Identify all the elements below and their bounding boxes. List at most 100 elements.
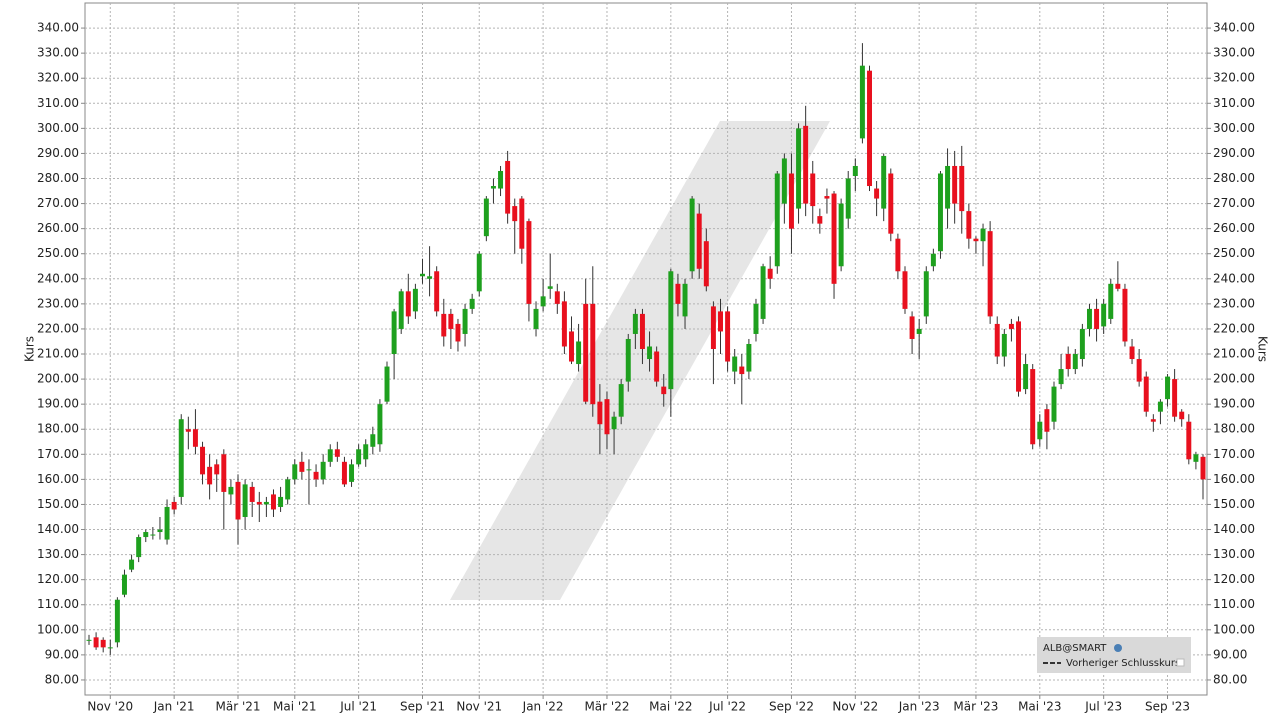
candle-body xyxy=(228,486,234,495)
candle-body xyxy=(299,461,305,472)
y2-tick-label: 120.00 xyxy=(1213,572,1255,586)
candle-body xyxy=(554,291,560,304)
y2-tick-label: 240.00 xyxy=(1213,271,1255,285)
candle-body xyxy=(661,386,667,395)
candle-body xyxy=(952,165,958,204)
x-tick-label: Mär '21 xyxy=(215,700,260,714)
y2-tick-label: 160.00 xyxy=(1213,472,1255,486)
x-tick-label: Mai '23 xyxy=(1018,700,1061,714)
x-tick-label: Jul '21 xyxy=(339,700,377,714)
candle-body xyxy=(1136,359,1142,382)
candle-body xyxy=(271,494,276,510)
candle-body xyxy=(320,461,326,480)
y-tick-label: 270.00 xyxy=(37,196,79,210)
candle-body xyxy=(767,268,773,279)
candle-body xyxy=(561,301,567,347)
y-tick-label: 210.00 xyxy=(37,347,79,361)
candle-body xyxy=(902,271,908,309)
y2-tick-label: 260.00 xyxy=(1213,221,1255,235)
y2-tick-label: 90.00 xyxy=(1213,647,1247,661)
candle-body xyxy=(710,306,716,349)
x-tick-label: Mär '22 xyxy=(584,700,629,714)
candle-body xyxy=(455,323,461,342)
y-tick-label: 90.00 xyxy=(45,647,79,661)
candle-body xyxy=(739,366,745,375)
legend-title: ALB@SMART xyxy=(1043,643,1107,654)
candle-body xyxy=(86,639,92,641)
x-tick-label: Nov '22 xyxy=(832,700,878,714)
candle-body xyxy=(937,173,943,252)
candle-body xyxy=(185,429,191,432)
candle-body xyxy=(718,311,723,332)
y-tick-label: 260.00 xyxy=(37,221,79,235)
candle-body xyxy=(483,198,489,237)
y-tick-label: 160.00 xyxy=(37,472,79,486)
candle-body xyxy=(412,288,418,312)
candle-body xyxy=(498,170,504,189)
y2-tick-label: 330.00 xyxy=(1213,46,1255,60)
y2-tick-label: 80.00 xyxy=(1213,672,1247,686)
candle-body xyxy=(334,449,340,457)
candle-body xyxy=(129,559,135,570)
y-tick-label: 200.00 xyxy=(37,372,79,386)
candle-body xyxy=(987,231,993,317)
candle-body xyxy=(590,303,596,405)
y-tick-label: 300.00 xyxy=(37,121,79,135)
candle-body xyxy=(1023,364,1029,390)
legend: ALB@SMART Vorheriger Schlusskurs xyxy=(1037,637,1191,673)
y2-tick-label: 220.00 xyxy=(1213,321,1255,335)
candle-body xyxy=(1150,419,1156,422)
y2-tick-label: 100.00 xyxy=(1213,622,1255,636)
x-tick-label: Mai '21 xyxy=(273,700,316,714)
y2-tick-label: 190.00 xyxy=(1213,397,1255,411)
candle-body xyxy=(1143,376,1149,412)
candle-body xyxy=(1115,283,1121,289)
candle-body xyxy=(157,529,163,533)
y-axis-label: Kurs xyxy=(23,336,37,362)
candle-body xyxy=(278,496,284,507)
candle-body xyxy=(788,173,794,229)
candle-body xyxy=(810,173,816,207)
candle-body xyxy=(1122,288,1128,342)
candle-body xyxy=(192,429,198,447)
candle-body xyxy=(760,266,766,319)
y-tick-label: 280.00 xyxy=(37,171,79,185)
candle-body xyxy=(639,313,645,349)
candle-body xyxy=(654,351,660,382)
candle-body xyxy=(171,501,177,510)
candle-body xyxy=(1200,456,1206,480)
candle-body xyxy=(349,464,355,482)
y-tick-label: 170.00 xyxy=(37,447,79,461)
candle-body xyxy=(1094,308,1100,329)
candle-body xyxy=(569,331,574,362)
candle-body xyxy=(143,532,149,538)
candle-body xyxy=(441,313,447,337)
legend-box xyxy=(1037,637,1191,673)
x-tick-label: Jul '22 xyxy=(708,700,746,714)
candle-body xyxy=(1165,376,1171,400)
candle-body xyxy=(668,271,674,390)
candle-body xyxy=(675,283,681,304)
candle-body xyxy=(824,196,830,199)
candle-body xyxy=(356,449,362,465)
y-tick-label: 320.00 xyxy=(37,71,79,85)
legend-checkbox[interactable] xyxy=(1176,658,1185,667)
candle-body xyxy=(207,466,213,485)
y-tick-label: 130.00 xyxy=(37,547,79,561)
candle-body xyxy=(384,366,390,402)
candle-body xyxy=(1129,346,1135,360)
y2-tick-label: 140.00 xyxy=(1213,522,1255,536)
candle-body xyxy=(462,308,468,334)
y2-tick-label: 110.00 xyxy=(1213,597,1255,611)
candle-body xyxy=(93,637,99,648)
candle-body xyxy=(916,328,922,334)
x-tick-label: Sep '22 xyxy=(769,700,814,714)
candle-body xyxy=(703,241,709,287)
candle-body xyxy=(753,303,759,334)
candle-body xyxy=(263,501,269,505)
candle-body xyxy=(200,446,206,475)
candle-body xyxy=(150,534,156,536)
plot-frame xyxy=(84,2,1208,696)
candle-body xyxy=(852,165,858,176)
y2-tick-label: 150.00 xyxy=(1213,497,1255,511)
